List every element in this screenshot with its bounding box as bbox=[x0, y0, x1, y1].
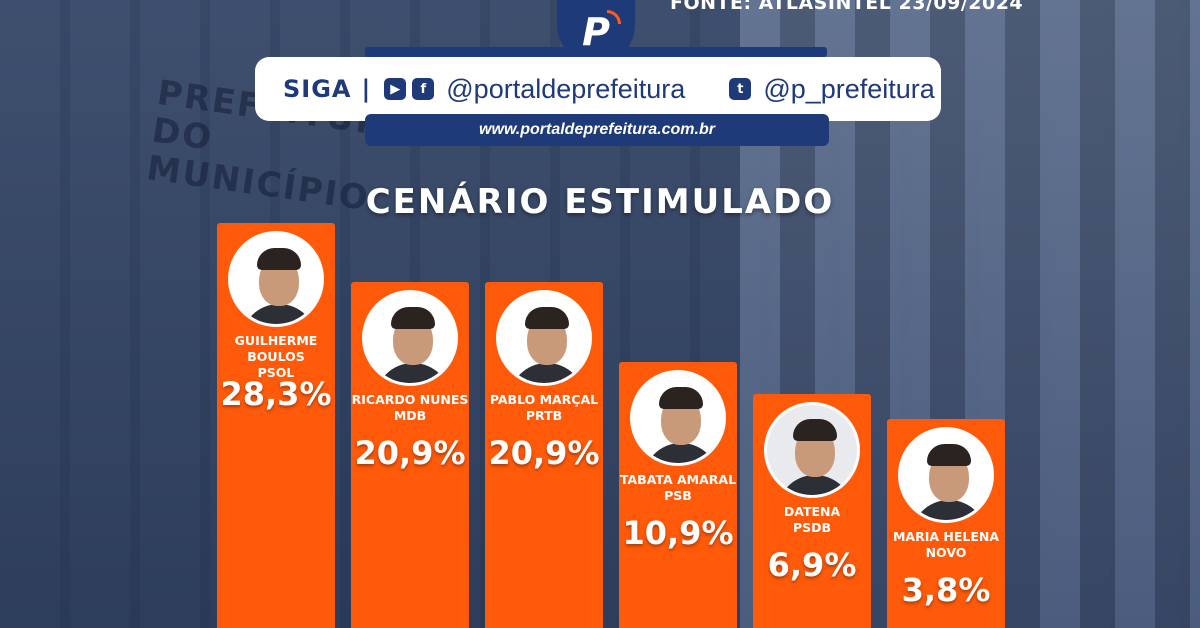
value-label-2: 20,9% bbox=[351, 434, 469, 472]
value-label-3: 20,9% bbox=[485, 434, 603, 472]
candidate-party: PSB bbox=[619, 488, 737, 504]
candidate-label-3: PABLO MARÇAL PRTB bbox=[485, 392, 603, 424]
candidate-party: NOVO bbox=[887, 545, 1005, 561]
candidate-label-6: MARIA HELENA NOVO bbox=[887, 529, 1005, 561]
candidate-label-2: RICARDO NUNES MDB bbox=[351, 392, 469, 424]
candidate-photo-3 bbox=[496, 290, 592, 386]
candidate-photo-4 bbox=[630, 370, 726, 466]
value-label-5: 6,9% bbox=[753, 546, 871, 584]
candidate-photo-1 bbox=[228, 231, 324, 327]
candidate-photo-6 bbox=[898, 427, 994, 523]
candidate-name: MARIA HELENA bbox=[887, 529, 1005, 545]
candidate-name: TABATA AMARAL bbox=[619, 472, 737, 488]
candidate-photo-5 bbox=[764, 402, 860, 498]
candidate-name: RICARDO NUNES bbox=[351, 392, 469, 408]
candidate-party: MDB bbox=[351, 408, 469, 424]
value-label-4: 10,9% bbox=[619, 514, 737, 552]
candidate-name: DATENA bbox=[753, 504, 871, 520]
candidate-name: PABLO MARÇAL bbox=[485, 392, 603, 408]
value-label-1: 28,3% bbox=[217, 375, 335, 413]
candidate-photo-2 bbox=[362, 290, 458, 386]
candidate-label-5: DATENA PSDB bbox=[753, 504, 871, 536]
candidate-name: GUILHERME BOULOS bbox=[217, 333, 335, 365]
candidate-label-4: TABATA AMARAL PSB bbox=[619, 472, 737, 504]
candidate-party: PRTB bbox=[485, 408, 603, 424]
value-label-6: 3,8% bbox=[887, 571, 1005, 609]
candidate-party: PSDB bbox=[753, 520, 871, 536]
candidate-label-1: GUILHERME BOULOS PSOL bbox=[217, 333, 335, 381]
